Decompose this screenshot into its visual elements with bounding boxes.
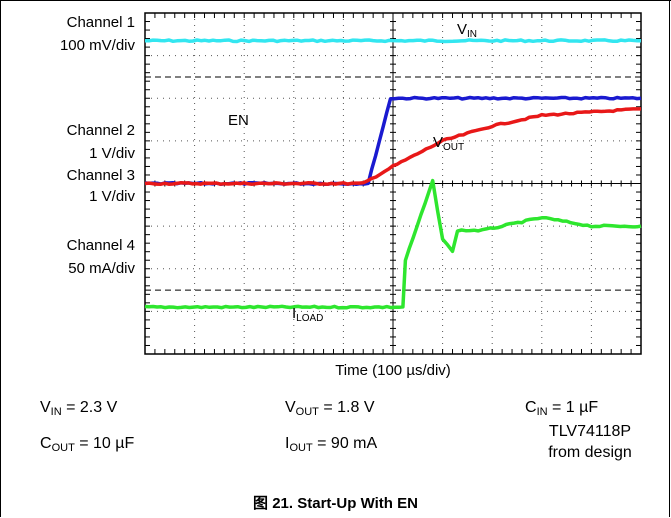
param-vin: VIN = 2.3 V xyxy=(40,399,118,418)
trace-label-en: EN xyxy=(228,112,249,129)
channel-2-name: Channel 2 xyxy=(66,122,135,139)
scope-traces xyxy=(144,38,642,310)
x-axis-label: Time (100 µs/div) xyxy=(335,362,451,379)
param-cin: CIN = 1 µF xyxy=(525,399,599,418)
channel-2-scale: 1 V/div xyxy=(89,145,135,162)
channel-4-name: Channel 4 xyxy=(66,237,135,254)
param-vout: VOUT = 1.8 V xyxy=(285,399,375,418)
scope-grid xyxy=(144,12,642,355)
channel-4-scale: 50 mA/div xyxy=(68,260,135,277)
top-rule xyxy=(0,0,671,1)
series-line-vin xyxy=(144,38,641,44)
channel-3-name: Channel 3 xyxy=(66,167,135,184)
trace-label-iload: ILOAD xyxy=(292,305,324,324)
series-line-iload xyxy=(144,178,642,310)
param-iout: IOUT = 90 mA xyxy=(285,435,378,454)
channel-1-name: Channel 1 xyxy=(66,14,135,31)
series-line-vout xyxy=(144,107,641,186)
figure-caption: 图 21. Start-Up With EN xyxy=(253,495,418,512)
trace-label-vin: VIN xyxy=(457,21,478,40)
device-note-text: from design xyxy=(548,444,632,461)
trace-label-vout: VOUT xyxy=(433,134,465,153)
channel-1-scale: 100 mV/div xyxy=(59,37,135,54)
device-name: TLV74118P xyxy=(548,423,632,440)
channel-3-scale: 1 V/div xyxy=(89,188,135,205)
param-cout: COUT = 10 µF xyxy=(40,435,135,454)
device-note: TLV74118P from design xyxy=(520,421,660,463)
